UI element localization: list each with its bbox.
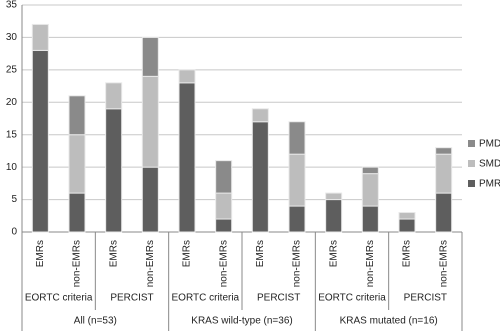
legend-label: PMR [479, 179, 500, 190]
x-tick-label: EMRs [328, 240, 339, 267]
bar-segment [141, 75, 159, 168]
legend-swatch [468, 180, 475, 187]
bar-segment [68, 192, 86, 233]
bar-segment [435, 153, 453, 194]
legend-swatch [468, 160, 475, 167]
x-tick-label: EMRs [35, 240, 46, 267]
bar-segment [178, 69, 196, 84]
x-tick-label: EMRs [108, 240, 119, 267]
bar-segment [31, 49, 49, 233]
bar-segment [361, 166, 379, 175]
bar-segment [215, 160, 233, 194]
bar-segment [288, 121, 306, 155]
y-tick-label: 25 [6, 64, 18, 75]
y-tick-label: 0 [11, 227, 17, 238]
bar-segment [178, 82, 196, 233]
bar-segment [251, 108, 269, 123]
bar-segment [288, 205, 306, 233]
group-label: EORTC criteria [172, 293, 240, 304]
legend-swatch [468, 140, 475, 147]
x-tick-label: non-EMRs [145, 240, 156, 287]
group-label: PERCIST [257, 293, 300, 304]
bar-segment [141, 36, 159, 77]
bar-segment [105, 108, 123, 233]
bar-segment [141, 166, 159, 233]
bar-segment [398, 218, 416, 233]
group-label: PERCIST [404, 293, 447, 304]
bar-segment [215, 192, 233, 220]
x-tick-label: EMRs [182, 240, 193, 267]
bar-segment [105, 82, 123, 110]
bar-segment [31, 23, 49, 51]
bar-segment [435, 147, 453, 155]
bar-segment [251, 121, 269, 233]
bar-segment [68, 95, 86, 136]
bar-segment [398, 212, 416, 220]
bar-segment [361, 205, 379, 233]
x-tick-label: non-EMRs [292, 240, 303, 287]
bar-segment [288, 153, 306, 207]
x-tick-label: EMRs [255, 240, 266, 267]
y-tick-label: 5 [11, 194, 17, 205]
y-tick-label: 15 [6, 129, 18, 140]
legend-label: SMD [479, 159, 500, 170]
bar-segment [215, 218, 233, 233]
y-tick-label: 30 [6, 32, 18, 43]
bar-segment [435, 192, 453, 233]
legend-label: PMD [479, 139, 500, 150]
group-label: EORTC criteria [318, 293, 386, 304]
x-tick-label: non-EMRs [438, 240, 449, 287]
group-label: EORTC criteria [25, 293, 93, 304]
bar-segment [361, 173, 379, 207]
super-group-label: KRAS wild-type (n=36) [191, 316, 292, 327]
x-tick-label: non-EMRs [365, 240, 376, 287]
bar-segment [325, 199, 343, 233]
bar-segment [68, 134, 86, 194]
x-tick-label: EMRs [402, 240, 413, 267]
x-tick-label: non-EMRs [72, 240, 83, 287]
y-tick-label: 20 [6, 97, 18, 108]
super-group-label: KRAS mutated (n=16) [340, 316, 438, 327]
super-group-label: All (n=53) [74, 316, 117, 327]
bar-segment [325, 192, 343, 201]
group-label: PERCIST [110, 293, 153, 304]
y-tick-label: 35 [6, 0, 18, 11]
x-tick-label: non-EMRs [218, 240, 229, 287]
y-tick-label: 10 [6, 162, 18, 173]
